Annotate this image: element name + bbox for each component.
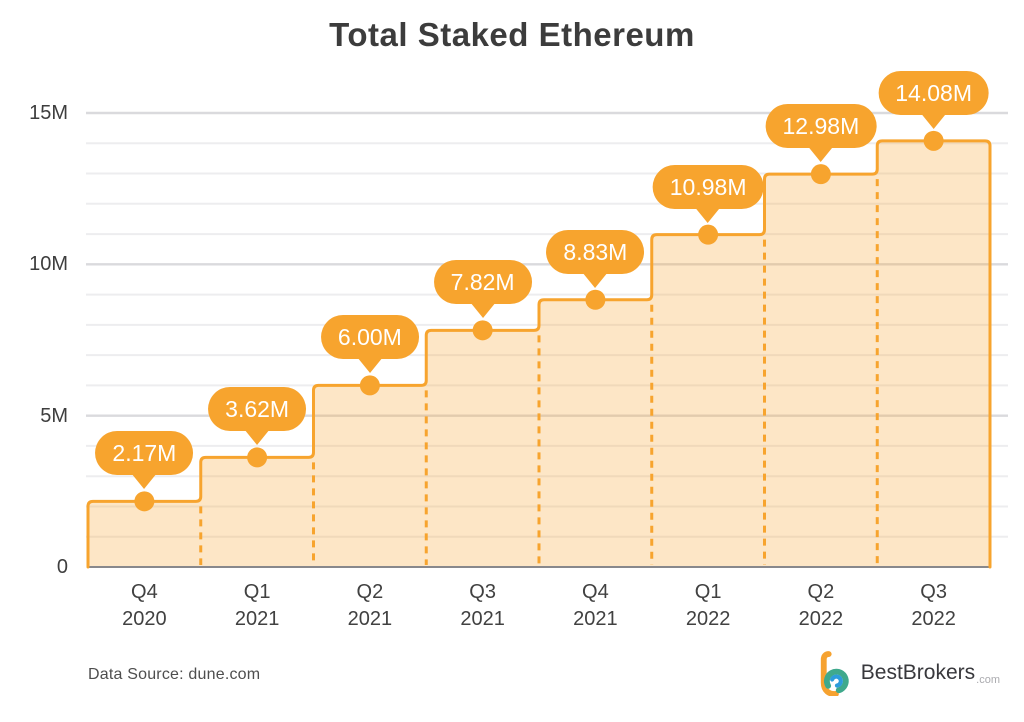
data-point-dot [134,491,155,512]
data-point-dot [247,447,268,468]
value-callout: 14.08M [878,70,989,115]
quarter-label: Q3 [469,581,496,603]
brand-name: BestBrokers [860,661,976,684]
brand-logo: BestBrokers.com [817,650,1000,696]
value-callout: 7.82M [433,260,532,305]
y-axis-tick-label: 0 [56,556,68,578]
brand-text: BestBrokers.com [860,661,1000,686]
y-axis-tick-label: 5M [40,404,68,427]
year-label: 2021 [234,608,280,630]
year-label: 2021 [460,608,505,630]
x-axis-tick-label: Q4 2021 [573,579,618,633]
x-axis-tick-label: Q3 2022 [911,579,956,633]
year-label: 2022 [798,608,844,630]
year-label: 2021 [347,608,393,630]
quarter-label: Q3 [920,581,947,603]
value-callout: 10.98M [652,164,764,209]
quarter-label: Q2 [356,581,384,603]
quarter-label: Q1 [694,581,722,603]
y-axis-tick-label: 10M [29,253,68,276]
year-label: 2020 [122,608,167,630]
data-point-dot [923,130,944,151]
year-label: 2022 [685,608,731,630]
x-axis-tick-label: Q4 2020 [122,579,167,633]
x-axis-tick-label: Q2 2022 [799,579,844,633]
bestbrokers-b-icon [820,651,849,696]
value-callout: 6.00M [320,315,419,360]
x-axis-tick-label: Q2 2021 [348,579,393,633]
brand-tld: .com [976,674,1000,686]
value-callout: 2.17M [95,431,194,476]
value-callout: 12.98M [765,104,877,149]
x-axis-tick-label: Q1 2021 [235,579,280,633]
year-label: 2022 [911,608,956,630]
x-axis-tick-label: Q3 2021 [460,579,505,633]
step-line [86,139,992,569]
quarter-label: Q2 [807,581,835,603]
data-point-dot [359,375,380,396]
data-point-dot [472,320,493,341]
y-axis-tick-label: 15M [29,102,68,124]
value-callout: 8.83M [546,229,645,274]
x-axis-tick-label: Q1 2022 [686,579,731,633]
quarter-label: Q1 [243,581,271,603]
data-point-dot [698,224,719,245]
quarter-label: Q4 [131,581,158,603]
value-callout: 3.62M [208,387,307,432]
quarter-label: Q4 [582,581,609,603]
chart-title: Total Staked Ethereum [329,16,695,53]
data-point-dot [810,164,831,185]
data-point-dot [585,289,606,310]
data-source-note: Data Source: dune.com [88,666,261,683]
year-label: 2021 [573,608,618,630]
